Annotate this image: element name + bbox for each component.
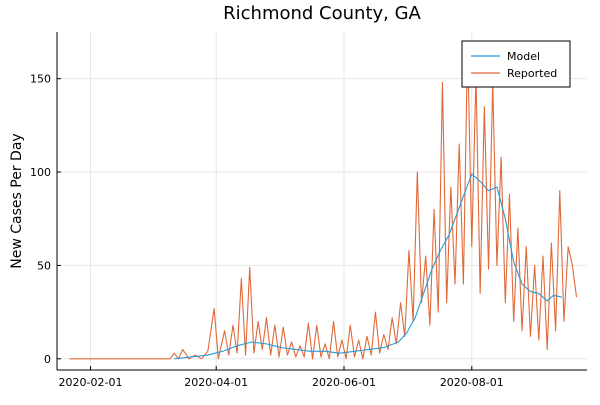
x-tick-label: 2020-08-01	[440, 376, 504, 389]
legend-label-reported: Reported	[507, 67, 557, 80]
y-axis-title: New Cases Per Day	[9, 133, 25, 268]
y-axis-ticks: 0 50 100 150	[30, 73, 61, 366]
y-tick-label: 150	[30, 73, 51, 86]
series-line-reported	[69, 40, 578, 360]
y-tick-label: 50	[37, 259, 51, 272]
y-tick-label: 0	[44, 353, 51, 366]
x-tick-label: 2020-02-01	[59, 376, 123, 389]
plot-area	[69, 40, 578, 360]
legend: Model Reported	[461, 40, 571, 88]
chart-title: Richmond County, GA	[223, 3, 421, 24]
series-line-model	[174, 173, 562, 360]
x-axis-ticks: 2020-02-01 2020-04-01 2020-06-01 2020-08-01	[59, 366, 504, 389]
x-tick-label: 2020-04-01	[184, 376, 248, 389]
x-tick-label: 2020-06-01	[312, 376, 376, 389]
series-layer	[69, 40, 578, 360]
legend-box	[461, 40, 571, 88]
legend-label-model: Model	[507, 50, 540, 63]
grid	[57, 32, 587, 370]
y-tick-label: 100	[30, 166, 51, 179]
